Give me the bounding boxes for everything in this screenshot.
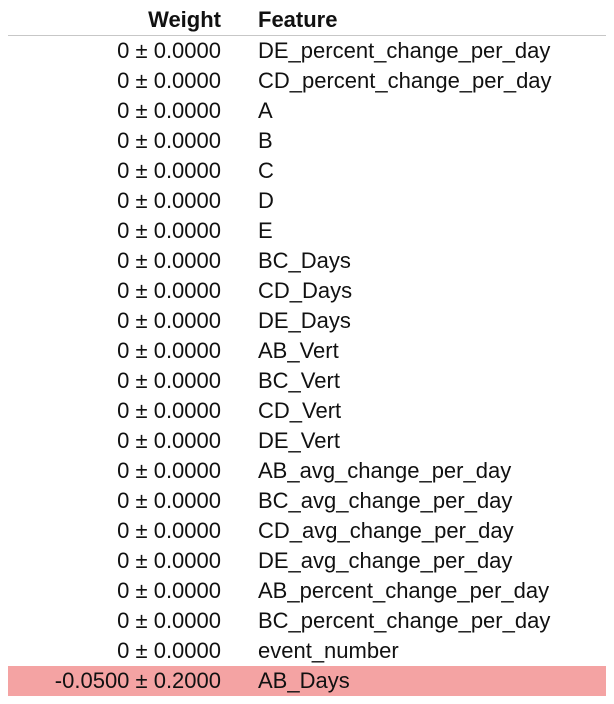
weight-cell: 0 ± 0.0000 [117, 128, 221, 153]
feature-column-header: Feature [221, 0, 606, 36]
weight-cell: 0 ± 0.0000 [117, 338, 221, 363]
table-row: 0 ± 0.0000 BC_Vert [8, 366, 606, 396]
header-row: Weight Feature [8, 0, 606, 36]
table-row: 0 ± 0.0000 A [8, 96, 606, 126]
table-row: 0 ± 0.0000 BC_avg_change_per_day [8, 486, 606, 516]
table-row: 0 ± 0.0000 CD_Days [8, 276, 606, 306]
feature-cell: AB_Days [258, 668, 350, 693]
weight-cell: 0 ± 0.0000 [117, 248, 221, 273]
table-row: 0 ± 0.0000 D [8, 186, 606, 216]
feature-cell: AB_percent_change_per_day [258, 578, 550, 603]
feature-cell: B [258, 128, 273, 153]
feature-cell: D [258, 188, 274, 213]
table-row: 0 ± 0.0000 DE_Vert [8, 426, 606, 456]
weight-cell: 0 ± 0.0000 [117, 188, 221, 213]
table-row: 0 ± 0.0000 DE_Days [8, 306, 606, 336]
weight-cell: 0 ± 0.0000 [117, 548, 221, 573]
feature-cell: DE_percent_change_per_day [258, 38, 551, 63]
table-row: -0.0500 ± 0.2000 AB_Days [8, 666, 606, 696]
feature-cell: CD_Vert [258, 398, 342, 423]
weight-cell: 0 ± 0.0000 [117, 578, 221, 603]
weight-cell: 0 ± 0.0000 [117, 68, 221, 93]
weight-cell: 0 ± 0.0000 [117, 98, 221, 123]
feature-cell: CD_percent_change_per_day [258, 68, 552, 93]
weight-cell: 0 ± 0.0000 [117, 38, 221, 63]
feature-cell: CD_Days [258, 278, 353, 303]
table-row: 0 ± 0.0000 CD_percent_change_per_day [8, 66, 606, 96]
table-row: 0 ± 0.0000 CD_avg_change_per_day [8, 516, 606, 546]
weight-cell: 0 ± 0.0000 [117, 158, 221, 183]
feature-cell: DE_avg_change_per_day [258, 548, 513, 573]
feature-cell: BC_percent_change_per_day [258, 608, 551, 633]
table-row: 0 ± 0.0000 C [8, 156, 606, 186]
weight-cell: 0 ± 0.0000 [117, 218, 221, 243]
table-row: 0 ± 0.0000 E [8, 216, 606, 246]
table-row: 0 ± 0.0000 DE_avg_change_per_day [8, 546, 606, 576]
table-row: 0 ± 0.0000 AB_Vert [8, 336, 606, 366]
table-row: 0 ± 0.0000 AB_avg_change_per_day [8, 456, 606, 486]
weight-cell: 0 ± 0.0000 [117, 398, 221, 423]
feature-cell: BC_Days [258, 248, 351, 273]
feature-cell: BC_avg_change_per_day [258, 488, 513, 513]
weight-column-header: Weight [8, 0, 221, 36]
feature-cell: DE_Vert [258, 428, 340, 453]
table-row: 0 ± 0.0000 CD_Vert [8, 396, 606, 426]
table-row: 0 ± 0.0000 AB_percent_change_per_day [8, 576, 606, 606]
feature-weights-table: Weight Feature 0 ± 0.0000 DE_percent_chan… [8, 0, 606, 696]
feature-cell: AB_avg_change_per_day [258, 458, 512, 483]
feature-cell: C [258, 158, 274, 183]
feature-cell: event_number [258, 638, 399, 663]
weight-cell: 0 ± 0.0000 [117, 458, 221, 483]
feature-cell: AB_Vert [258, 338, 339, 363]
weight-cell: 0 ± 0.0000 [117, 608, 221, 633]
feature-cell: E [258, 218, 273, 243]
weight-cell: 0 ± 0.0000 [117, 488, 221, 513]
table-row: 0 ± 0.0000 BC_Days [8, 246, 606, 276]
weight-cell: 0 ± 0.0000 [117, 428, 221, 453]
feature-cell: CD_avg_change_per_day [258, 518, 514, 543]
table-body: 0 ± 0.0000 DE_percent_change_per_day 0 ± 0… [8, 35, 606, 696]
weight-cell: 0 ± 0.0000 [117, 638, 221, 663]
weights-table-container: Weight Feature 0 ± 0.0000 DE_percent_chan… [8, 0, 606, 696]
weight-cell: 0 ± 0.0000 [117, 278, 221, 303]
table-row: 0 ± 0.0000 BC_percent_change_per_day [8, 606, 606, 636]
table-header: Weight Feature [8, 0, 606, 36]
table-row: 0 ± 0.0000 event_number [8, 636, 606, 666]
weight-cell: 0 ± 0.0000 [117, 518, 221, 543]
weight-cell: -0.0500 ± 0.2000 [54, 668, 221, 693]
feature-cell: A [258, 98, 273, 123]
feature-cell: BC_Vert [258, 368, 340, 393]
table-row: 0 ± 0.0000 B [8, 126, 606, 156]
table-row: 0 ± 0.0000 DE_percent_change_per_day [8, 35, 606, 66]
weight-cell: 0 ± 0.0000 [117, 368, 221, 393]
feature-cell: DE_Days [258, 308, 351, 333]
weight-cell: 0 ± 0.0000 [117, 308, 221, 333]
